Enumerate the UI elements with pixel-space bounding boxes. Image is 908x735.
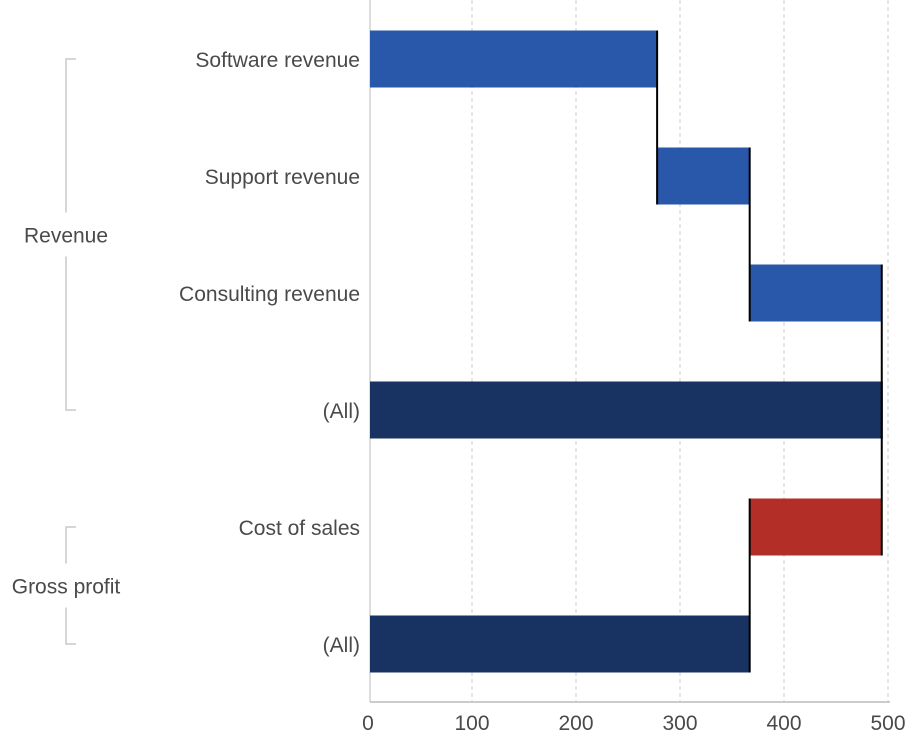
bar-increase: [749, 264, 882, 322]
bar-total: [370, 381, 882, 439]
group-bracket: [65, 526, 76, 645]
bar-increase: [370, 30, 658, 88]
bar-increase: [657, 147, 750, 205]
x-tick-label: 200: [558, 712, 593, 735]
x-tick-label: 500: [870, 712, 905, 735]
x-tick-label: 0: [362, 712, 374, 735]
group-label: Gross profit: [12, 576, 121, 599]
x-tick-label: 100: [454, 712, 489, 735]
bar-total: [370, 615, 750, 673]
category-label: Software revenue: [195, 49, 360, 72]
category-label: (All): [323, 634, 360, 657]
x-tick-label: 300: [662, 712, 697, 735]
group-bracket: [65, 58, 76, 411]
category-label: (All): [323, 400, 360, 423]
bar-decrease: [749, 498, 882, 556]
category-label: Cost of sales: [239, 517, 360, 540]
x-tick-label: 400: [766, 712, 801, 735]
category-label: Consulting revenue: [179, 283, 360, 306]
group-label: Revenue: [24, 225, 108, 248]
category-label: Support revenue: [205, 166, 360, 189]
